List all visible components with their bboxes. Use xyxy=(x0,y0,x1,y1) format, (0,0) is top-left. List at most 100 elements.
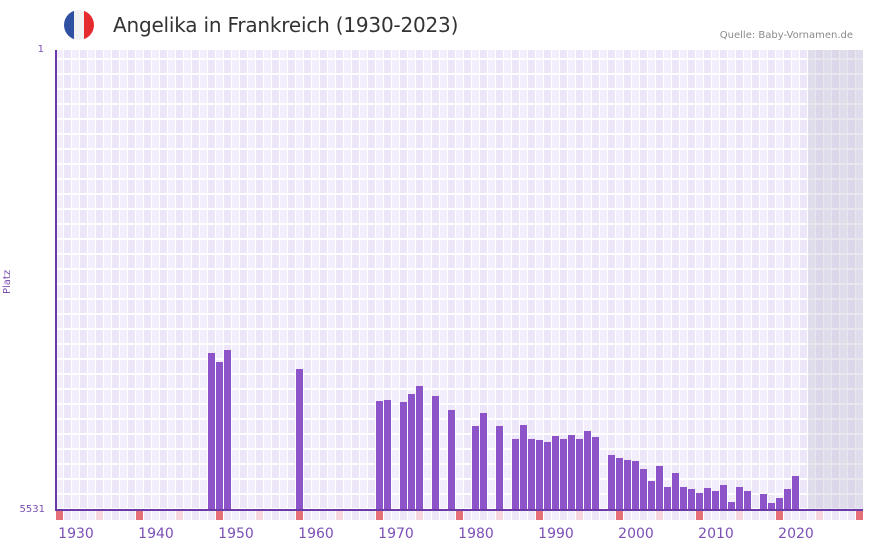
bar-1958[interactable] xyxy=(296,369,303,510)
grid-line-vertical xyxy=(79,50,80,510)
year-cell xyxy=(256,511,263,520)
bar-1968[interactable] xyxy=(376,400,383,510)
bar-1985[interactable] xyxy=(512,438,519,510)
grid-column xyxy=(448,50,456,510)
grid-line-vertical xyxy=(575,50,576,510)
grid-line-vertical xyxy=(559,50,560,510)
year-cell xyxy=(344,511,351,520)
year-cell xyxy=(784,511,791,520)
bar-2014[interactable] xyxy=(744,490,751,510)
bar-2006[interactable] xyxy=(680,486,687,510)
grid-line-vertical xyxy=(671,50,672,510)
year-cell xyxy=(832,511,839,520)
bar-2019[interactable] xyxy=(784,488,791,510)
grid-line-vertical xyxy=(855,50,856,510)
year-cell xyxy=(408,511,415,520)
bar-2004[interactable] xyxy=(664,486,671,510)
bar-1969[interactable] xyxy=(384,399,391,510)
bar-1999[interactable] xyxy=(624,459,631,510)
grid-line-horizontal xyxy=(56,268,863,270)
year-cell xyxy=(280,511,287,520)
decade-marker xyxy=(376,511,383,520)
decade-marker xyxy=(56,511,63,520)
bar-1998[interactable] xyxy=(616,457,623,510)
bar-1947[interactable] xyxy=(208,352,215,510)
bar-1987[interactable] xyxy=(528,438,535,510)
bar-1971[interactable] xyxy=(400,401,407,510)
bar-2001[interactable] xyxy=(640,468,647,510)
grid-line-vertical xyxy=(471,50,472,510)
grid-column xyxy=(608,50,616,510)
grid-line-horizontal xyxy=(56,253,863,255)
decade-marker xyxy=(536,511,543,520)
decade-marker xyxy=(696,511,703,520)
bar-1991[interactable] xyxy=(560,438,567,510)
bar-2003[interactable] xyxy=(656,465,663,510)
bar-1988[interactable] xyxy=(536,439,543,510)
year-cell xyxy=(248,511,255,520)
grid-column xyxy=(112,50,120,510)
bar-1995[interactable] xyxy=(592,436,599,510)
decade-marker xyxy=(456,511,463,520)
grid-line-vertical xyxy=(399,50,400,510)
y-axis-line xyxy=(55,50,57,511)
grid-line-vertical xyxy=(695,50,696,510)
bar-1975[interactable] xyxy=(432,395,439,510)
year-cell xyxy=(192,511,199,520)
bar-2017[interactable] xyxy=(768,502,775,510)
bar-2000[interactable] xyxy=(632,460,639,510)
bar-1994[interactable] xyxy=(584,430,591,510)
year-cell xyxy=(656,511,663,520)
year-cell xyxy=(704,511,711,520)
year-cell xyxy=(384,511,391,520)
x-tick-2000: 2000 xyxy=(618,526,654,542)
grid-column xyxy=(288,50,296,510)
grid-line-vertical xyxy=(207,50,208,510)
bar-1992[interactable] xyxy=(568,434,575,510)
grid-line-vertical xyxy=(831,50,832,510)
year-cell xyxy=(824,511,831,520)
grid-line-vertical xyxy=(111,50,112,510)
bar-1981[interactable] xyxy=(480,413,487,510)
bar-2018[interactable] xyxy=(776,497,783,510)
bar-1989[interactable] xyxy=(544,441,551,510)
bar-1949[interactable] xyxy=(224,350,231,510)
year-cell xyxy=(144,511,151,520)
bar-2009[interactable] xyxy=(704,487,711,510)
bar-1980[interactable] xyxy=(472,425,479,510)
bar-1990[interactable] xyxy=(552,435,559,510)
year-cell xyxy=(848,511,855,520)
bar-2016[interactable] xyxy=(760,493,767,510)
grid-line-horizontal xyxy=(56,223,863,225)
year-cell xyxy=(472,511,479,520)
bar-2010[interactable] xyxy=(712,490,719,510)
bar-2008[interactable] xyxy=(696,492,703,510)
grid-line-vertical xyxy=(775,50,776,510)
grid-column xyxy=(816,50,824,510)
bar-1977[interactable] xyxy=(448,409,455,510)
grid-line-vertical xyxy=(519,50,520,510)
grid-line-vertical xyxy=(767,50,768,510)
grid-line-vertical xyxy=(503,50,504,510)
source-link[interactable]: Quelle: Baby-Vornamen.de xyxy=(719,30,853,41)
bar-1997[interactable] xyxy=(608,454,615,510)
bar-1986[interactable] xyxy=(520,424,527,510)
bar-2013[interactable] xyxy=(736,486,743,510)
x-tick-1990: 1990 xyxy=(538,526,574,542)
bar-1948[interactable] xyxy=(216,362,223,510)
grid-line-vertical xyxy=(431,50,432,510)
bar-2007[interactable] xyxy=(688,488,695,510)
grid-line-vertical xyxy=(487,50,488,510)
grid-line-horizontal xyxy=(56,328,863,330)
grid-line-horizontal xyxy=(56,73,863,75)
bar-2020[interactable] xyxy=(792,475,799,510)
bar-1983[interactable] xyxy=(496,425,503,510)
bar-2005[interactable] xyxy=(672,472,679,510)
bar-2011[interactable] xyxy=(720,484,727,510)
bar-2002[interactable] xyxy=(648,480,655,510)
bar-2012[interactable] xyxy=(728,501,735,510)
bar-1972[interactable] xyxy=(408,393,415,510)
bar-1993[interactable] xyxy=(576,438,583,510)
bar-1973[interactable] xyxy=(416,385,423,510)
year-cell xyxy=(512,511,519,520)
